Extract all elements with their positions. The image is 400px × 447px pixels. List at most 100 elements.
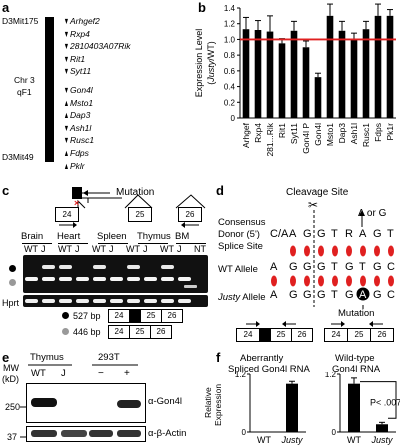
group-lines-e xyxy=(28,364,138,366)
wt-base: G xyxy=(373,261,382,273)
y-tick-label: 0.8 xyxy=(224,51,236,60)
gene-arrow-down: ▼ xyxy=(63,66,70,77)
y-tick-label: 1.0 xyxy=(224,35,236,44)
legend-446-size: 446 bp xyxy=(73,327,101,337)
match-mark xyxy=(318,245,324,257)
exon-diagram-c: × xyxy=(72,187,206,209)
lane-label: NT xyxy=(194,244,206,254)
exon-26-c: 26 xyxy=(178,207,202,222)
lane-e-plus: + xyxy=(124,368,130,379)
band-446 xyxy=(144,277,157,281)
bar-Gon4l xyxy=(314,77,322,118)
lane-label: WT xyxy=(160,244,174,254)
justy-base: T xyxy=(331,289,338,301)
marker-bottom: D3Mit49 xyxy=(2,152,34,162)
wt-base: G xyxy=(289,261,298,273)
f-bar xyxy=(286,383,298,432)
match-mark xyxy=(360,275,366,287)
mw-37: 37 xyxy=(7,432,18,442)
x-tick-label: Gon4l P xyxy=(301,123,311,154)
group-thymus: Thymus xyxy=(30,352,64,363)
match-mark xyxy=(388,245,394,257)
bar-Fdps xyxy=(374,15,382,119)
gene-label: Gon4l xyxy=(70,85,93,95)
bar-Msto1 xyxy=(326,15,334,119)
gene-arrow-down: ▼ xyxy=(63,53,70,64)
bar-Dap3 xyxy=(338,30,346,119)
lane-e-minus: − xyxy=(98,368,104,379)
band-446 xyxy=(59,277,72,281)
mutation-circle xyxy=(356,287,370,301)
x-tick-label: Msto1 xyxy=(325,123,335,146)
marker-top: D3Mit175 xyxy=(2,16,39,26)
band-label: qF1 xyxy=(17,87,32,97)
alt-base-label: A or G xyxy=(358,208,387,219)
f1-title-1: Aberrantly xyxy=(240,353,284,364)
band-446 xyxy=(93,277,106,281)
consensus-base: A xyxy=(359,228,367,240)
match-mark xyxy=(374,245,380,257)
antibody-gon4l: α-Gon4l xyxy=(148,396,183,407)
gene-arrow-down: ▼ xyxy=(63,16,70,26)
bar-Ash1l xyxy=(350,39,358,118)
band-hprt xyxy=(110,299,123,303)
f-y-tick-label: 1.2 xyxy=(235,372,247,379)
y-tick-label: 1.4 xyxy=(224,4,236,13)
f-y-tick-label: 0 xyxy=(242,428,247,437)
panel-e-letter: e xyxy=(2,350,10,365)
band-hprt xyxy=(161,299,174,303)
x-tick-label: Fdps xyxy=(373,123,383,142)
match-mark xyxy=(388,275,394,287)
tissue-label: Spleen xyxy=(97,231,127,242)
kd-label: (kD) xyxy=(2,374,19,384)
x-tick-label: Gon4l xyxy=(313,123,323,146)
legend-dot-446 xyxy=(62,328,69,335)
primer-dimer xyxy=(184,285,197,288)
marker-dot-446 xyxy=(9,279,16,286)
chromosome-bar xyxy=(45,17,54,162)
band-527 xyxy=(59,265,72,269)
consensus-base: A xyxy=(289,228,297,240)
mw-250: 250 xyxy=(5,402,21,412)
match-mark xyxy=(346,245,352,257)
marker-dot-527 xyxy=(9,265,16,272)
consensus-base: R xyxy=(345,228,353,240)
splice-site-sequence: C/A A G G T R A G TA G G G T G T G CA G G G T G A G C✂ xyxy=(270,198,395,309)
tissue-underline xyxy=(176,243,206,244)
gene-label: Pklr xyxy=(70,160,85,171)
gon4l-band-293t-plus xyxy=(117,400,141,408)
match-mark xyxy=(318,275,324,287)
lane-e-wt: WT xyxy=(31,368,46,379)
wt-base: C xyxy=(387,261,395,273)
justy-base: G xyxy=(317,289,326,301)
primer-arrows-c xyxy=(59,222,199,228)
legend-446-exons: 24 25 26 xyxy=(108,325,172,339)
f-bar xyxy=(376,424,388,432)
tissue-underline xyxy=(98,243,128,244)
significance-bracket xyxy=(360,381,397,419)
match-mark xyxy=(374,275,380,287)
western-blot-gon4l xyxy=(26,383,146,423)
band-hprt xyxy=(127,299,140,303)
f-y-tick-label: 0 xyxy=(332,428,337,437)
match-mark xyxy=(332,245,338,257)
f-x-label: WT xyxy=(347,435,361,445)
rt-pcr-bands xyxy=(25,265,197,288)
lane-label: WT xyxy=(92,244,106,254)
actin-band-3 xyxy=(89,430,113,437)
p-value-annotation: P< .007 xyxy=(370,397,400,407)
gene-label: Syt11 xyxy=(70,66,92,77)
f-ylabel-1: Relative xyxy=(203,387,213,418)
wt-base: G xyxy=(303,261,312,273)
bar-Rxp4 xyxy=(254,30,262,118)
consensus-base: G xyxy=(303,228,312,240)
legend-527-exons: 24 25 26 xyxy=(108,309,183,323)
gene-arrow-down: ▼ xyxy=(63,85,70,95)
band-446 xyxy=(127,277,140,281)
tissue-label: Brain xyxy=(21,231,44,242)
bar-Syt11 xyxy=(290,30,298,119)
actin-band-1 xyxy=(31,430,57,437)
tissue-underline xyxy=(22,243,52,244)
f2-title-1: Wild-type xyxy=(335,353,375,364)
panel-d-letter: d xyxy=(216,183,224,198)
